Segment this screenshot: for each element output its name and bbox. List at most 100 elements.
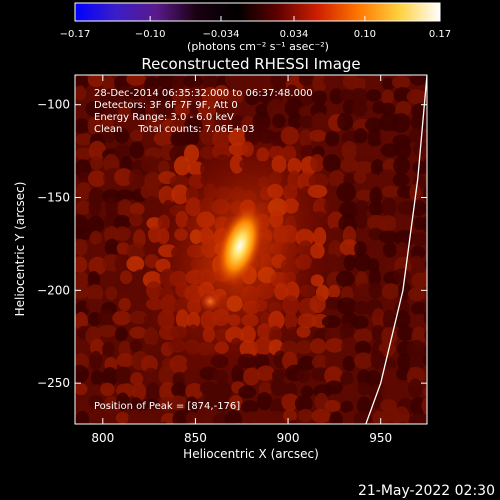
heatmap-cell: [76, 181, 92, 201]
heatmap-cell: [122, 423, 128, 424]
heatmap-cell: [311, 112, 329, 130]
heatmap-cell: [411, 302, 427, 316]
heatmap-cell: [185, 382, 204, 400]
heatmap-cell: [352, 77, 367, 90]
heatmap-cell: [423, 185, 427, 203]
heatmap-cell: [339, 201, 360, 219]
heatmap-cell: [392, 173, 410, 187]
heatmap-cell: [382, 309, 396, 330]
y-tick-label: −250: [37, 376, 70, 390]
heatmap-cell: [75, 133, 93, 146]
heatmap-cell: [340, 371, 354, 387]
heatmap-cell: [144, 117, 163, 130]
heatmap-cell: [393, 156, 410, 175]
heatmap-cell: [266, 410, 287, 424]
heatmap-cell: [336, 297, 357, 315]
heatmap-cell: [169, 118, 189, 135]
heatmap-cell: [87, 116, 102, 135]
heatmap-cell: [101, 116, 114, 132]
heatmap-cell: [103, 104, 121, 118]
heatmap-cell: [244, 104, 257, 117]
heatmap-cell: [117, 288, 132, 301]
heatmap-cell: [145, 406, 158, 424]
heatmap-cell: [244, 75, 261, 89]
heatmap-cell: [340, 425, 358, 438]
x-axis-ticks: 800 850 900 950: [91, 75, 392, 445]
x-tick-label: 850: [184, 431, 207, 445]
heatmap-cell: [371, 324, 384, 342]
heatmap-cell: [424, 118, 427, 131]
heatmap-cell: [327, 284, 341, 299]
heatmap-cell: [89, 350, 103, 371]
heatmap-cell: [423, 202, 427, 215]
heatmap-cell: [354, 161, 374, 174]
heatmap-cell: [90, 243, 108, 261]
heatmap-cell: [213, 84, 230, 103]
heatmap-cell: [340, 158, 359, 173]
heatmap-cell: [381, 197, 397, 218]
heatmap-cell: [371, 308, 385, 328]
heatmap-cell: [240, 400, 259, 414]
heatmap-cell: [86, 284, 104, 303]
heatmap-cell: [266, 98, 285, 119]
heatmap-cell: [311, 409, 332, 424]
heatmap-cell: [341, 336, 357, 356]
heatmap-cell: [102, 341, 115, 357]
heatmap-cell: [104, 238, 120, 257]
heatmap-cell: [159, 422, 169, 424]
colorbar-tick-label: −0.034: [202, 29, 239, 40]
heatmap-cell: [128, 408, 143, 424]
heatmap-cell: [75, 341, 90, 357]
heatmap-cell: [227, 89, 244, 106]
heatmap-cell: [409, 413, 427, 424]
x-tick-label: 900: [277, 431, 300, 445]
heatmap-cell: [382, 366, 398, 387]
heatmap-cell: [410, 75, 426, 86]
heatmap-cell: [129, 213, 143, 227]
heatmap-cell: [224, 75, 243, 88]
annotation-clean: Clean Total counts: 7.06E+03: [94, 124, 254, 135]
heatmap-cell: [201, 75, 219, 90]
timestamp: 21-May-2022 02:30: [358, 483, 495, 499]
heatmap-cell: [423, 310, 427, 326]
heatmap-cell: [368, 267, 382, 288]
heatmap-cell: [184, 117, 203, 135]
heatmap-cell: [353, 170, 367, 184]
heatmap-cell: [170, 130, 190, 147]
heatmap-cell: [86, 215, 105, 235]
heatmap-cell: [114, 168, 134, 187]
heatmap-cell: [224, 410, 242, 424]
heatmap-cell: [126, 117, 144, 131]
heatmap-cell: [226, 101, 244, 116]
heatmap-cell: [75, 284, 90, 299]
heatmap-cell: [238, 385, 257, 399]
heatmap-cell: [378, 215, 398, 232]
heatmap-cell: [424, 344, 427, 356]
heatmap-cell: [357, 231, 372, 245]
heatmap-cell: [353, 252, 372, 272]
heatmap-cell: [216, 397, 230, 413]
heatmap-cell: [157, 160, 170, 175]
heatmap-image: [75, 75, 427, 440]
heatmap-cell: [323, 75, 339, 88]
heatmap-cell: [158, 365, 175, 385]
heatmap-cell: [410, 232, 427, 246]
heatmap-cell: [380, 143, 400, 158]
heatmap-cell: [75, 227, 93, 241]
colorbar-tick-label: −0.17: [60, 29, 91, 40]
heatmap-cell: [353, 328, 373, 344]
heatmap-cell: [142, 425, 159, 440]
heatmap-cell: [258, 75, 274, 89]
heatmap-cell: [426, 374, 427, 376]
heatmap-cell: [378, 169, 398, 187]
y-axis-ticks: −100 −150 −200 −250: [37, 98, 427, 390]
heatmap-cell: [129, 339, 143, 353]
heatmap-cell: [316, 426, 328, 439]
heatmap-cell: [115, 326, 128, 342]
heatmap-cell: [422, 354, 427, 366]
heatmap-cell: [296, 369, 311, 383]
heatmap-cell: [271, 369, 286, 382]
heatmap-cell: [75, 271, 90, 288]
heatmap-cell: [311, 90, 327, 106]
heatmap-cell: [115, 189, 134, 202]
